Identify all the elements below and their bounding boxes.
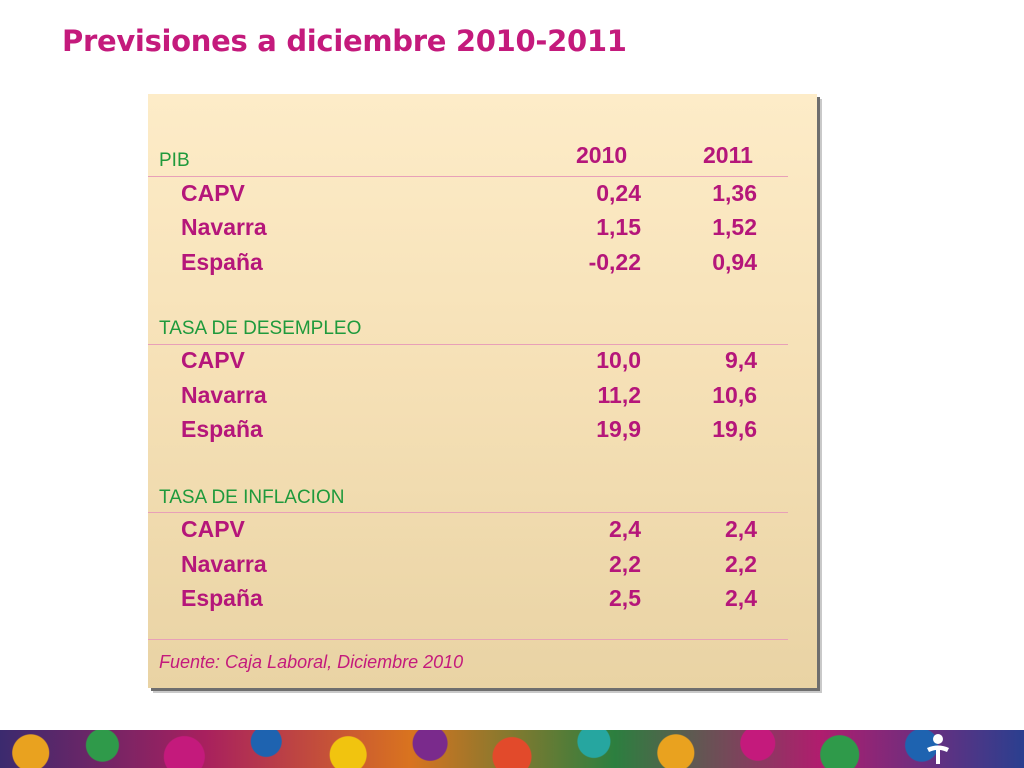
row-label: CAPV [181, 347, 245, 373]
row-label: España [181, 416, 263, 442]
decorative-footer-band [0, 730, 1024, 768]
value-2010: 2,4 [609, 516, 641, 542]
value-2011: 2,2 [725, 551, 757, 577]
section-heading-inflacion: TASA DE INFLACION [159, 487, 345, 508]
row-label: Navarra [181, 551, 267, 577]
value-2011: 1,52 [712, 214, 757, 240]
value-2010: 2,2 [609, 551, 641, 577]
row-label: CAPV [181, 180, 245, 206]
year-header-2011: 2011 [703, 142, 753, 168]
slide-title: Previsiones a diciembre 2010-2011 [62, 24, 627, 58]
person-logo-icon [918, 730, 958, 768]
forecast-table: 2010 2011 PIB CAPV 0,24 1,36 Navarra 1,1… [148, 94, 817, 688]
value-2011: 9,4 [725, 347, 757, 373]
value-2011: 10,6 [712, 382, 757, 408]
row-label: CAPV [181, 516, 245, 542]
section-heading-pib: PIB [159, 150, 190, 171]
value-2010: 0,24 [596, 180, 641, 206]
value-2010: 1,15 [596, 214, 641, 240]
value-2010: 2,5 [609, 585, 641, 611]
value-2010: -0,22 [588, 249, 641, 275]
year-header-2010: 2010 [576, 142, 628, 168]
value-2010: 11,2 [597, 382, 642, 408]
value-2010: 10,0 [596, 347, 641, 373]
row-label: Navarra [181, 214, 267, 240]
value-2011: 19,6 [712, 416, 757, 442]
divider [148, 344, 788, 345]
section-heading-desempleo: TASA DE DESEMPLEO [159, 318, 362, 339]
divider [148, 639, 788, 640]
value-2010: 19,9 [596, 416, 641, 442]
divider [148, 176, 788, 177]
row-label: Navarra [181, 382, 267, 408]
value-2011: 2,4 [725, 516, 757, 542]
value-2011: 2,4 [725, 585, 757, 611]
value-2011: 0,94 [712, 249, 757, 275]
value-2011: 1,36 [712, 180, 757, 206]
divider [148, 512, 788, 513]
row-label: España [181, 249, 263, 275]
row-label: España [181, 585, 263, 611]
source-note: Fuente: Caja Laboral, Diciembre 2010 [159, 652, 464, 672]
